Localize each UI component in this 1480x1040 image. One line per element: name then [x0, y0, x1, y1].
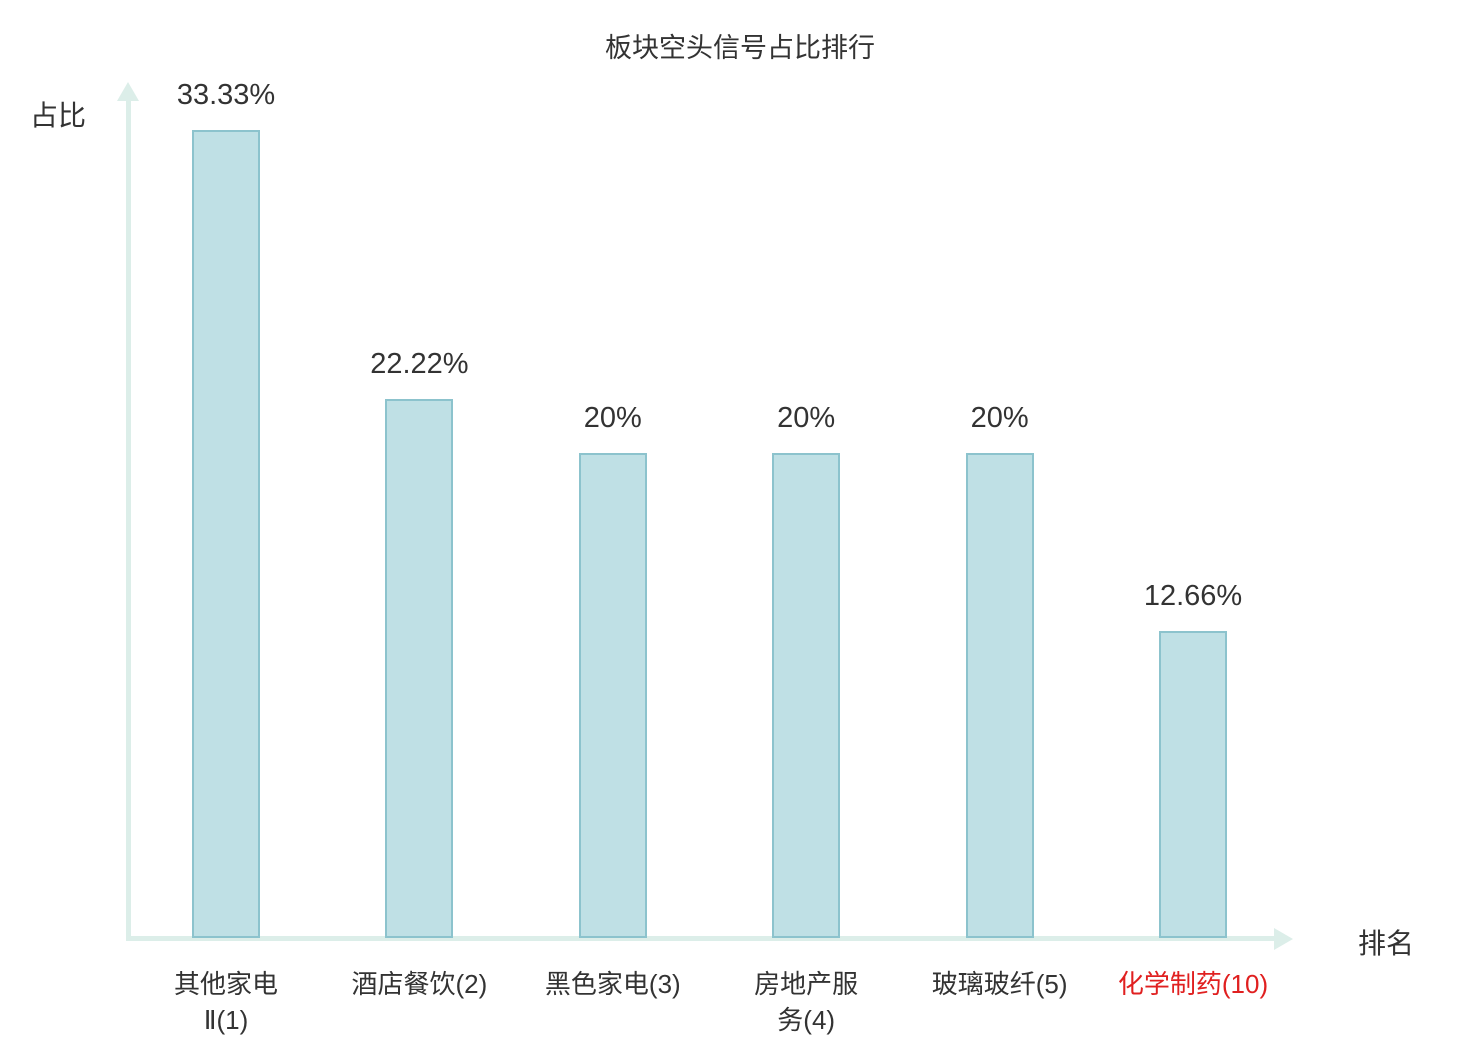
bar-value-label: 12.66%: [1143, 580, 1243, 612]
y-axis-line: [126, 98, 131, 941]
x-axis-arrow: [1274, 928, 1293, 950]
bar: [385, 399, 454, 938]
y-axis-arrow: [117, 82, 139, 101]
bar: [578, 453, 647, 938]
bar-value-label: 20%: [970, 402, 1029, 434]
bar: [1159, 631, 1227, 938]
category-label: 玻璃玻纤(5): [931, 969, 1068, 999]
chart-title: 板块空头信号占比排行: [605, 33, 875, 63]
x-axis-label: 排名: [1358, 928, 1415, 959]
bar-value-label: 33.33%: [176, 79, 276, 111]
bar: [192, 130, 260, 938]
x-axis-line: [126, 936, 1278, 941]
category-label: 房地产服 务(4): [754, 969, 859, 1035]
bar: [965, 453, 1034, 938]
category-label: 其他家电 Ⅱ(1): [173, 969, 278, 1035]
bar-value-label: 20%: [777, 402, 836, 434]
bar-value-label: 20%: [583, 402, 642, 434]
category-label: 黑色家电(3): [544, 969, 681, 999]
y-axis-label: 占比: [30, 100, 87, 131]
bar: [772, 453, 841, 938]
bar-value-label: 22.22%: [370, 348, 469, 380]
category-label: 化学制药(10): [1117, 969, 1269, 999]
category-label: 酒店餐饮(2): [351, 969, 488, 999]
